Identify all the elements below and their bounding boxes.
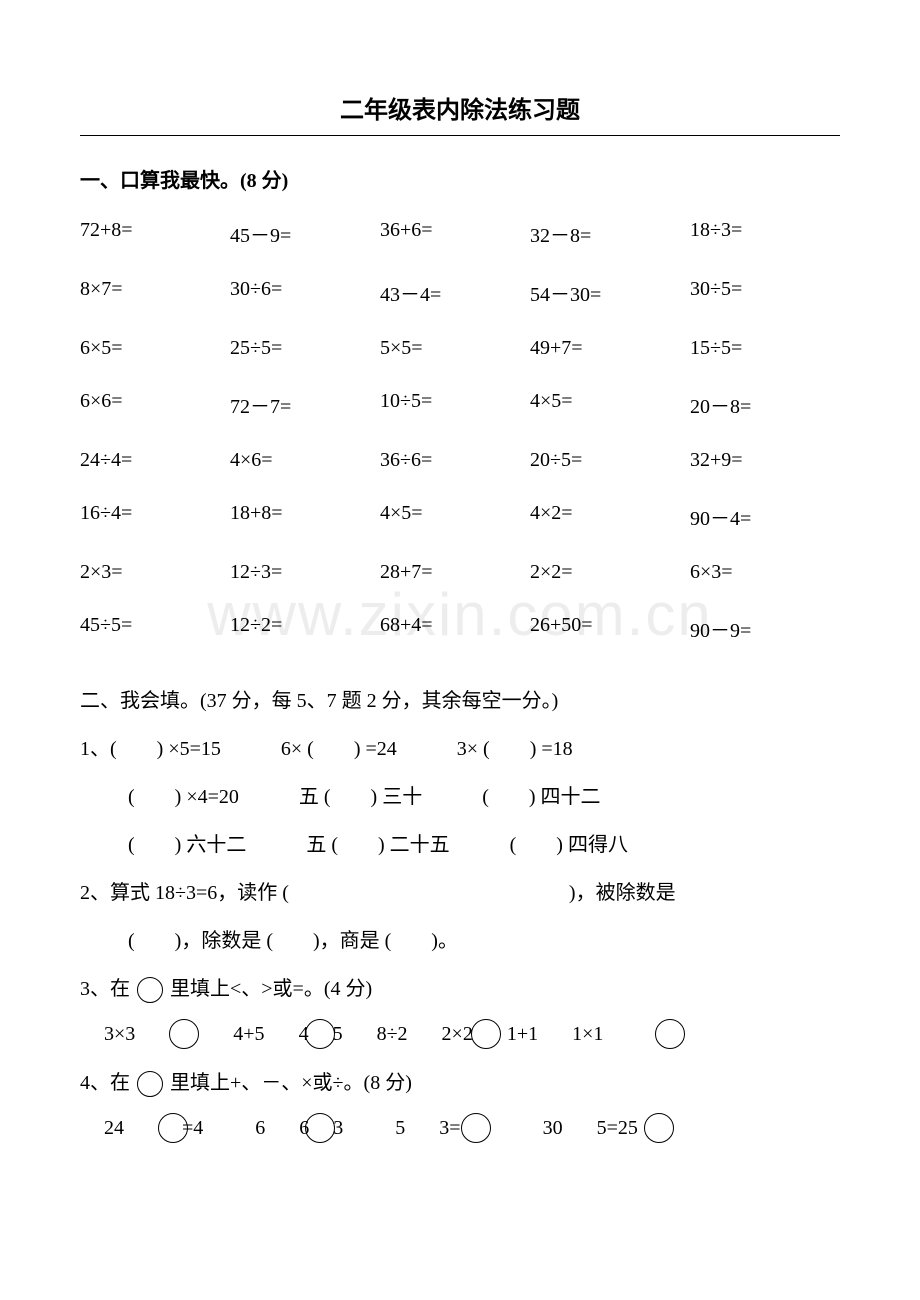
cell: 15÷5= [690, 337, 820, 360]
section1-heading: 一、口算我最快。(8 分) [80, 164, 840, 193]
cell: 30÷6= [230, 278, 380, 307]
cell: 6×3= [690, 561, 820, 584]
q1-line2: ( ) ×4=20 五 ( ) 三十 ( ) 四十二 [128, 773, 840, 821]
cell: 4×2= [530, 502, 690, 531]
q2-line1: 2、算式 18÷3=6，读作 ( )，被除数是 [80, 869, 840, 917]
circle-icon [305, 1113, 335, 1143]
cell: 4×6= [230, 449, 380, 472]
cell: 49+7= [530, 337, 690, 360]
q3-expressions: 3×3 4+5 4 5 8÷2 2×2 1+1 1×1 [104, 1019, 840, 1049]
cell: 8×7= [80, 278, 230, 307]
expr: 4+5 [233, 1023, 264, 1046]
expr: 1×1 [572, 1023, 603, 1046]
cell: 28+7= [380, 561, 530, 584]
cell: 45÷5= [80, 614, 230, 643]
cell: 32－8= [530, 219, 690, 248]
expr: 1+1 [507, 1023, 538, 1046]
expr: =4 [182, 1117, 203, 1140]
expr: 3 [333, 1117, 343, 1140]
circle-icon [644, 1113, 674, 1143]
expr: 24 [104, 1117, 124, 1140]
cell: 18+8= [230, 502, 380, 531]
cell: 43－4= [380, 278, 530, 307]
cell: 5×5= [380, 337, 530, 360]
q2-line2: ( )，除数是 ( )，商是 ( )。 [128, 917, 840, 965]
expr: 5 [333, 1023, 343, 1046]
cell: 4×5= [380, 502, 530, 531]
cell: 36÷6= [380, 449, 530, 472]
cell: 68+4= [380, 614, 530, 643]
expr: 5=25 [597, 1117, 638, 1140]
expr: 3×3 [104, 1023, 135, 1046]
cell: 90－9= [690, 614, 820, 643]
q3-text-a: 3、在 [80, 978, 130, 1000]
cell: 18÷3= [690, 219, 820, 248]
cell: 32+9= [690, 449, 820, 472]
circle-icon [655, 1019, 685, 1049]
cell: 2×2= [530, 561, 690, 584]
cell: 25÷5= [230, 337, 380, 360]
cell: 72－7= [230, 390, 380, 419]
cell: 6×6= [80, 390, 230, 419]
cell: 20－8= [690, 390, 820, 419]
q1-line3: ( ) 六十二 五 ( ) 二十五 ( ) 四得八 [128, 821, 840, 869]
cell: 2×3= [80, 561, 230, 584]
expr: 8÷2 [377, 1023, 408, 1046]
circle-icon [169, 1019, 199, 1049]
q3-text-b: 里填上<、>或=。(4 分) [170, 978, 372, 1000]
cell: 12÷3= [230, 561, 380, 584]
cell: 90－4= [690, 502, 820, 531]
expr: 3= [439, 1117, 460, 1140]
cell: 4×5= [530, 390, 690, 419]
cell: 20÷5= [530, 449, 690, 472]
section2-heading: 二、我会填。(37 分，每 5、7 题 2 分，其余每空一分。) [80, 677, 840, 725]
circle-icon [305, 1019, 335, 1049]
cell: 26+50= [530, 614, 690, 643]
cell: 45－9= [230, 219, 380, 248]
page-title: 二年级表内除法练习题 [80, 90, 840, 125]
q4-text-b: 里填上+、－、×或÷。(8 分) [170, 1072, 412, 1094]
circle-icon [471, 1019, 501, 1049]
cell: 24÷4= [80, 449, 230, 472]
q4-expressions: 24 =4 6 6 3 5 3= 30 5=25 [104, 1113, 840, 1143]
cell: 12÷2= [230, 614, 380, 643]
q4-heading: 4、在 里填上+、－、×或÷。(8 分) [80, 1059, 840, 1107]
expr: 2×2 [442, 1023, 473, 1046]
arithmetic-grid: 72+8= 45－9= 36+6= 32－8= 18÷3= 8×7= 30÷6=… [80, 219, 840, 643]
q4-text-a: 4、在 [80, 1072, 130, 1094]
expr: 5 [395, 1117, 405, 1140]
expr: 6 [255, 1117, 265, 1140]
cell: 72+8= [80, 219, 230, 248]
cell: 54－30= [530, 278, 690, 307]
q1-line1: 1、( ) ×5=15 6× ( ) =24 3× ( ) =18 [80, 725, 840, 773]
title-rule [80, 135, 840, 136]
circle-icon [137, 977, 163, 1003]
cell: 30÷5= [690, 278, 820, 307]
expr: 30 [543, 1117, 563, 1140]
cell: 10÷5= [380, 390, 530, 419]
page: 二年级表内除法练习题 一、口算我最快。(8 分) 72+8= 45－9= 36+… [0, 0, 920, 1183]
circle-icon [461, 1113, 491, 1143]
cell: 36+6= [380, 219, 530, 248]
circle-icon [137, 1071, 163, 1097]
cell: 6×5= [80, 337, 230, 360]
q3-heading: 3、在 里填上<、>或=。(4 分) [80, 965, 840, 1013]
cell: 16÷4= [80, 502, 230, 531]
